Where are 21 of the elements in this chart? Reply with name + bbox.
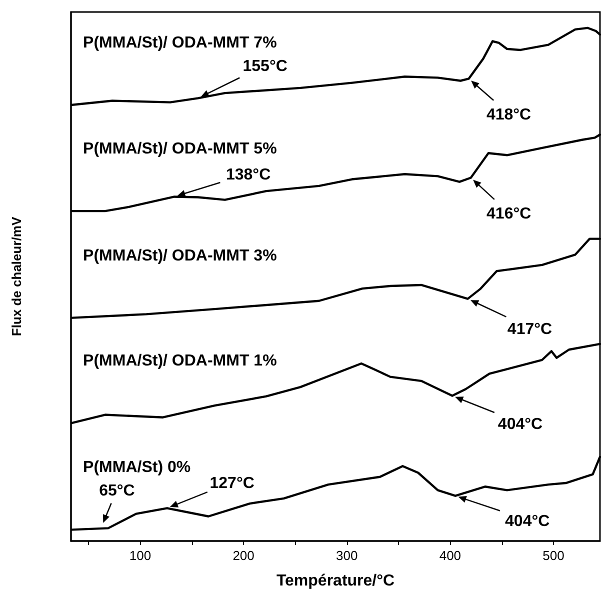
annotation: 418°C xyxy=(486,106,532,124)
x-tick-label: 500 xyxy=(542,548,564,563)
text: P(MMA/St)/ ODA-MMT 3% xyxy=(83,247,277,264)
annotation: 65°C xyxy=(99,482,136,500)
series-label: P(MMA/St)/ ODA-MMT 1% xyxy=(83,352,277,370)
annotation: 404°C xyxy=(505,512,550,530)
x-tick-label: 100 xyxy=(129,548,152,563)
text: P(MMA/St)/ ODA-MMT 7% xyxy=(83,34,277,52)
x-tick-label: 200 xyxy=(232,548,254,563)
annotation: 416°C xyxy=(486,206,532,223)
text: P(MMA/St) 0% xyxy=(83,459,191,476)
annotation: 155°C xyxy=(242,58,288,76)
x-tick-label: 400 xyxy=(439,548,462,563)
annotation: 404°C xyxy=(498,416,544,433)
y-axis-title: Flux de chaleur/mV xyxy=(9,216,24,336)
annotation: 127°C xyxy=(210,475,255,492)
text: P(MMA/St)/ ODA-MMT 5% xyxy=(83,140,277,158)
annotation: 417°C xyxy=(507,320,553,338)
annotation: 138°C xyxy=(226,166,272,184)
x-axis-title: Température/°C xyxy=(276,572,396,590)
x-tick-label: 300 xyxy=(336,548,358,563)
